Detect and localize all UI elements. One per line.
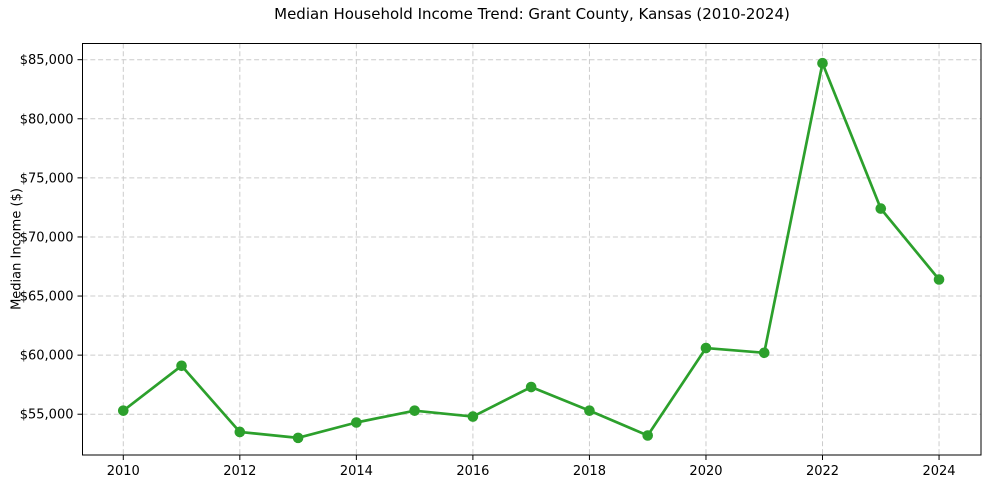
data-point-2013: [292, 432, 304, 444]
data-point-2016: [467, 411, 479, 422]
y-tick-label: $70,000: [20, 230, 74, 245]
x-tick-label: 2022: [806, 464, 839, 479]
x-tick-label: 2020: [689, 464, 722, 479]
data-point-2010: [117, 405, 129, 416]
y-tick-label: $60,000: [20, 349, 74, 364]
data-point-2012: [234, 426, 246, 438]
x-tick-label: 2018: [573, 464, 606, 479]
data-point-2015: [409, 405, 420, 416]
data-point-2023: [875, 203, 887, 214]
data-point-2017: [525, 381, 537, 393]
y-tick-label: $75,000: [20, 171, 74, 186]
x-tick-label: 2014: [340, 464, 373, 479]
data-point-2024: [933, 274, 945, 285]
x-tick-label: 2012: [223, 464, 256, 479]
plot-border: [82, 43, 982, 456]
data-point-2019: [642, 430, 654, 441]
x-tick-label: 2010: [107, 464, 140, 479]
y-tick-label: $85,000: [20, 53, 74, 68]
y-tick-label: $55,000: [20, 408, 74, 423]
data-point-2018: [584, 405, 595, 416]
y-tick-label: $65,000: [20, 290, 74, 305]
data-point-2011: [176, 360, 187, 372]
data-point-2020: [700, 342, 712, 354]
trend-line: [121, 61, 941, 440]
data-point-2022: [817, 57, 828, 69]
x-tick-label: 2024: [922, 464, 955, 479]
data-point-2014: [351, 417, 362, 428]
x-tick-label: 2016: [456, 464, 489, 479]
chart-title: Median Household Income Trend: Grant Cou…: [274, 5, 790, 23]
y-tick-label: $80,000: [20, 112, 74, 127]
data-point-2021: [758, 347, 770, 359]
